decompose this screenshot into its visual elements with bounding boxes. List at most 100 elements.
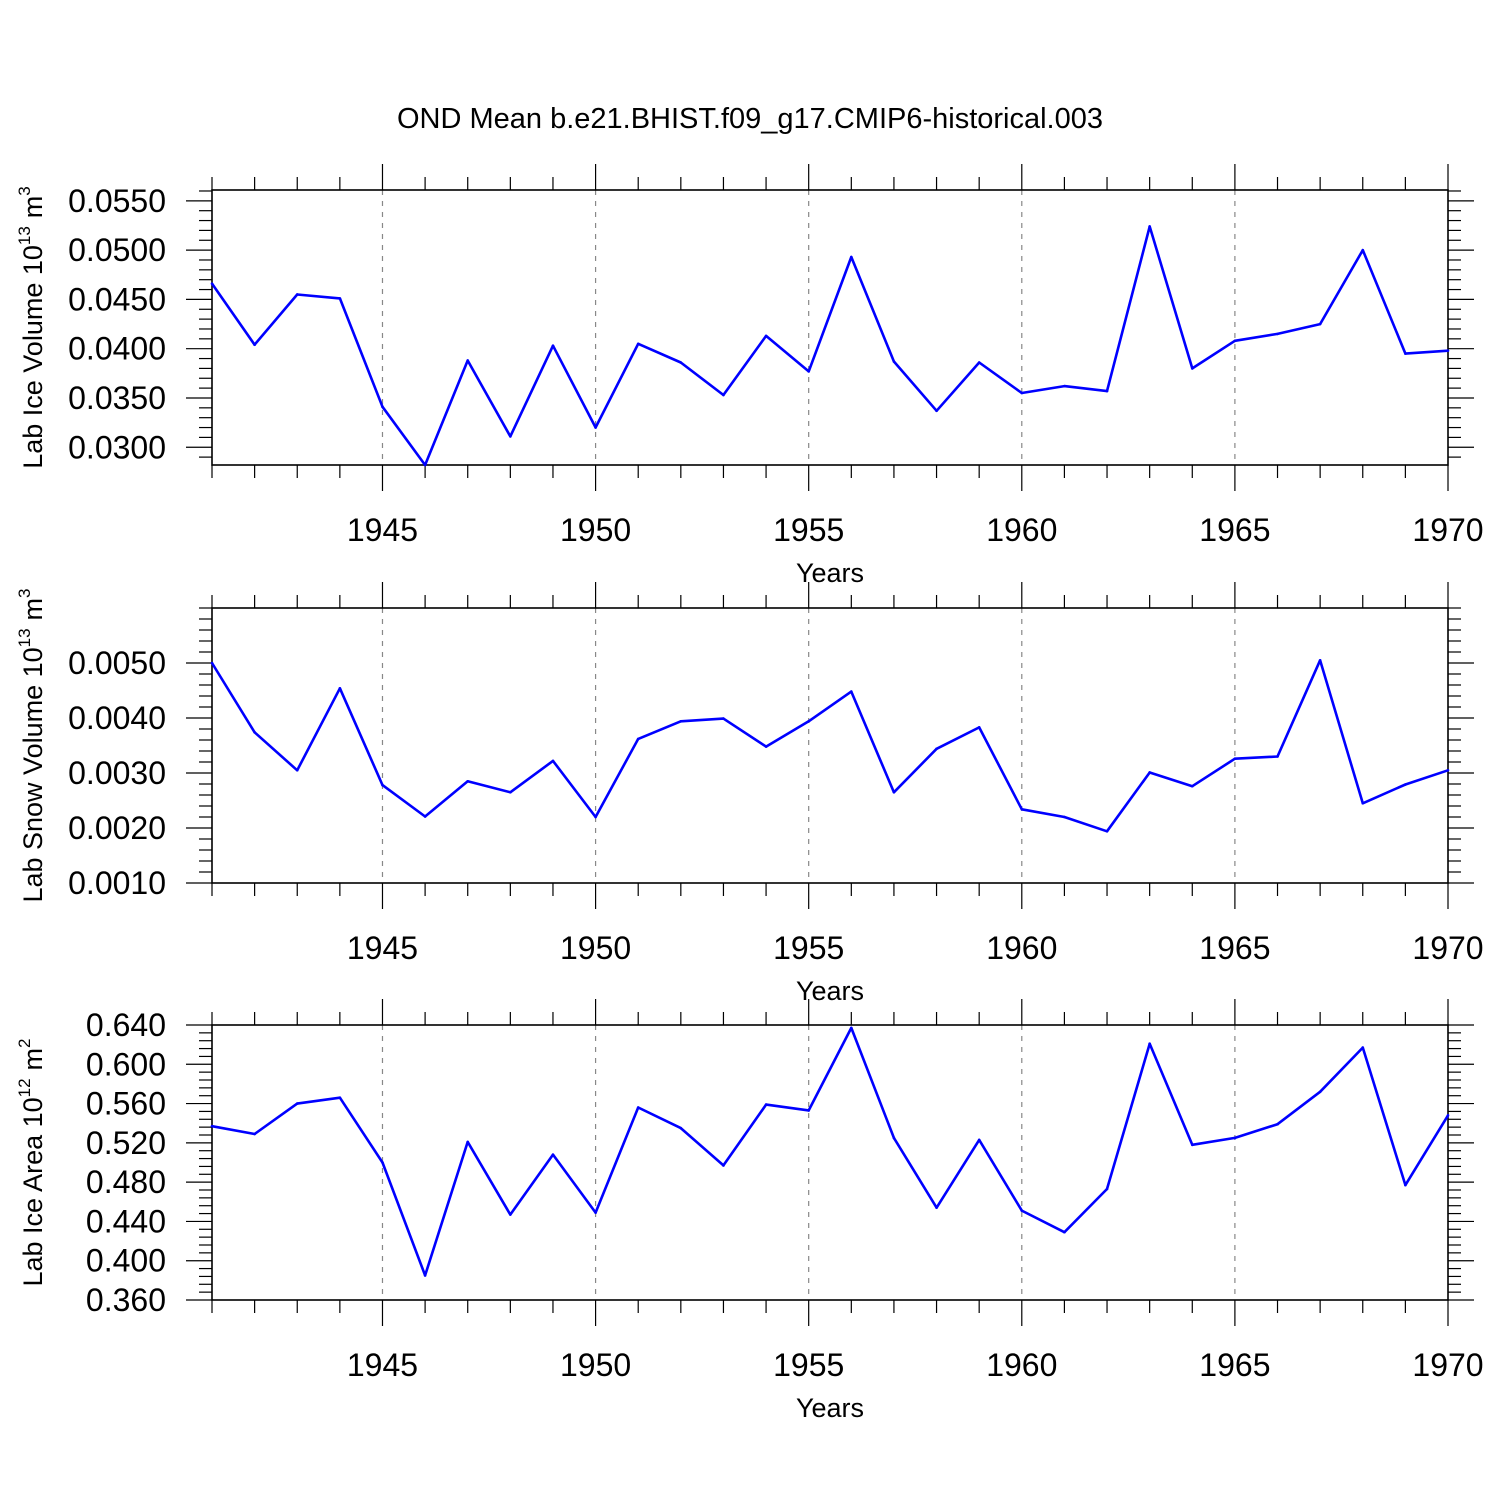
data-point-1942: [253, 1132, 256, 1136]
data-point-1944: [338, 1096, 342, 1099]
y-tick-label: 0.520: [86, 1125, 166, 1161]
data-point-1941: [210, 1124, 214, 1128]
data-point-1966: [1276, 1122, 1279, 1126]
data-point-1965: [1233, 757, 1237, 760]
y-axis-title-unit-exponent: 2: [15, 1038, 34, 1047]
x-tick-label: 1960: [986, 512, 1057, 548]
x-axis-title: Years: [796, 1393, 864, 1423]
panels: 0.0300 0.0350 0.0400 0.0450 0.0500 0.0550 1945…: [15, 164, 1484, 1423]
data-point-1967: [1318, 658, 1322, 662]
data-point-1953: [722, 717, 725, 720]
data-point-1954: [764, 334, 768, 338]
data-point-1945: [381, 783, 384, 787]
data-point-1966: [1276, 755, 1279, 758]
data-point-1962: [1105, 830, 1109, 833]
data-point-1969: [1404, 1183, 1407, 1187]
data-point-1956: [850, 255, 853, 259]
data-point-1967: [1318, 1090, 1322, 1094]
chart-panel-1: 0.0300 0.0350 0.0400 0.0450 0.0500 0.0550 1945…: [15, 164, 1484, 588]
data-point-1966: [1276, 332, 1279, 336]
data-point-1963: [1148, 225, 1151, 228]
y-axis-title: Lab Ice Area 1012 m2: [15, 1038, 48, 1286]
data-point-1958: [935, 747, 938, 751]
data-point-1968: [1361, 1046, 1365, 1049]
x-tick-label: 1955: [773, 930, 844, 966]
x-tick-label: 1965: [1199, 512, 1270, 548]
data-point-1952: [679, 361, 683, 364]
data-point-1959: [977, 361, 981, 364]
plot-frame: [211, 189, 1449, 466]
data-point-1947: [466, 1140, 470, 1144]
data-point-1948: [509, 790, 512, 794]
data-point-1964: [1190, 1143, 1194, 1147]
data-point-1948: [509, 1213, 512, 1216]
y-tick-label: 0.560: [86, 1086, 166, 1122]
data-point-1967: [1318, 322, 1322, 326]
data-point-1961: [1063, 384, 1066, 388]
data-point-1959: [977, 726, 981, 729]
data-point-1960: [1020, 1209, 1024, 1212]
y-axis-title: Lab Snow Volume 1013 m3: [15, 588, 48, 902]
data-point-1951: [636, 1106, 640, 1109]
data-point-1943: [295, 768, 299, 772]
data-point-1970: [1446, 768, 1450, 772]
x-tick-label: 1950: [560, 930, 631, 966]
data-point-1945: [381, 405, 384, 409]
data-point-1951: [636, 737, 640, 741]
y-tick-label: 0.0010: [68, 865, 166, 901]
x-tick-label: 1970: [1412, 512, 1483, 548]
data-point-1943: [295, 1102, 299, 1105]
x-axis-title: Years: [796, 976, 864, 1006]
data-point-1944: [338, 687, 342, 690]
data-point-1950: [594, 815, 597, 819]
y-axis-title-text: Lab Snow Volume 10: [18, 647, 48, 902]
series-line: [210, 658, 1449, 833]
data-point-1946: [423, 815, 427, 818]
data-point-1961: [1063, 815, 1066, 819]
data-point-1968: [1361, 801, 1365, 805]
data-point-1951: [636, 342, 640, 346]
y-tick-label: 0.0300: [68, 429, 166, 465]
y-axis-title-unit: m: [18, 598, 48, 621]
y-axis-title-unit: m: [18, 1048, 48, 1071]
data-point-1956: [850, 1026, 853, 1030]
data-point-1965: [1233, 339, 1237, 343]
chart-panel-2: 0.0010 0.0020 0.0030 0.0040 0.0050 1945 1950 19…: [15, 582, 1484, 1006]
x-tick-label: 1970: [1412, 1347, 1483, 1383]
data-point-1941: [210, 661, 214, 665]
x-tick-label: 1965: [1199, 1347, 1270, 1383]
data-point-1970: [1446, 349, 1450, 352]
data-point-1955: [807, 1109, 810, 1112]
plot-frame: [211, 1024, 1449, 1301]
y-tick-label: 0.480: [86, 1164, 166, 1200]
data-point-1957: [892, 790, 896, 794]
y-tick-label: 0.0030: [68, 755, 166, 791]
data-point-1961: [1063, 1230, 1066, 1234]
data-point-1964: [1190, 784, 1194, 788]
y-tick-label: 0.0050: [68, 645, 166, 681]
y-axis-title-text: Lab Ice Area 10: [18, 1097, 48, 1286]
data-point-1953: [722, 1164, 725, 1167]
data-point-1947: [466, 359, 470, 362]
data-point-1952: [679, 1126, 683, 1130]
data-point-1943: [295, 293, 299, 296]
data-point-1946: [423, 463, 427, 467]
y-axis-title-exponent: 13: [15, 226, 34, 245]
x-tick-label: 1945: [347, 512, 418, 548]
data-point-1949: [551, 344, 555, 348]
data-point-1962: [1105, 389, 1109, 393]
data-point-1964: [1190, 367, 1194, 370]
x-tick-label: 1955: [773, 512, 844, 548]
y-axis-title-exponent: 12: [15, 1078, 34, 1097]
y-tick-label: 0.360: [86, 1282, 166, 1318]
data-point-1965: [1233, 1136, 1237, 1140]
data-point-1960: [1020, 808, 1024, 811]
data-point-1962: [1105, 1187, 1109, 1191]
x-tick-label: 1960: [986, 1347, 1057, 1383]
data-point-1948: [509, 435, 512, 438]
y-tick-label: 0.0020: [68, 810, 166, 846]
x-tick-label: 1945: [347, 930, 418, 966]
y-tick-label: 0.0450: [68, 281, 166, 317]
